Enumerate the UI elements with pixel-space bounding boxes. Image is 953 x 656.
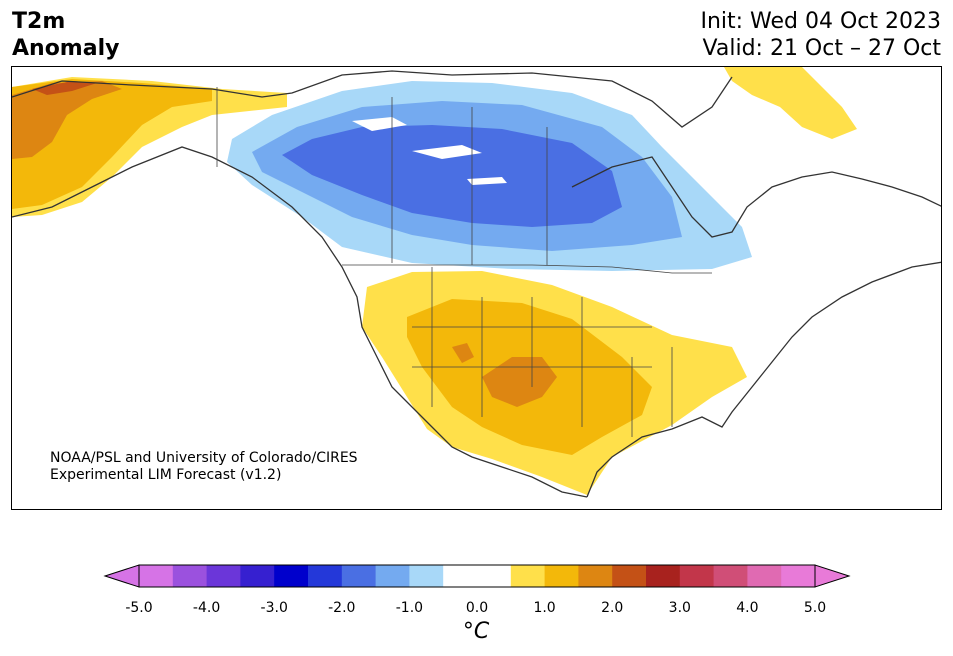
colorbar-tick-label: 4.0 (736, 600, 758, 616)
colorbar-segment (544, 565, 579, 587)
colorbar-segment (578, 565, 613, 587)
title-line-1: T2m (12, 9, 66, 34)
colorbar-segment (781, 565, 816, 587)
colorbar-segment (747, 565, 782, 587)
colorbar-segment (308, 565, 343, 587)
colorbar-outline (138, 564, 816, 588)
colorbar-tick-label: 2.0 (601, 600, 623, 616)
credit-text: NOAA/PSL and University of Colorado/CIRE… (50, 450, 358, 484)
colorbar-segment (409, 565, 444, 587)
anomaly-map: NOAA/PSL and University of Colorado/CIRE… (11, 66, 942, 510)
colorbar-segment (172, 565, 208, 587)
greenland-warm (724, 67, 857, 139)
colorbar-tick-label: 5.0 (804, 600, 826, 616)
colorbar-tick-label: 1.0 (533, 600, 555, 616)
title-line-2: Anomaly (12, 36, 120, 61)
us-warm-strong (482, 357, 557, 407)
map-canvas (12, 67, 941, 498)
colorbar-unit-label: °C (463, 619, 490, 644)
colorbar-segment (240, 565, 275, 587)
colorbar-segments (139, 565, 816, 587)
colorbar-segment (139, 565, 174, 587)
colorbar-tick-label: -4.0 (193, 600, 220, 616)
init-date: Init: Wed 04 Oct 2023 (700, 9, 941, 34)
map-title: T2m Anomaly (12, 8, 119, 62)
colorbar-extend-low (103, 564, 140, 588)
colorbar-tick-label: -2.0 (328, 600, 355, 616)
colorbar-extend-high (814, 564, 851, 588)
valid-dates: Valid: 21 Oct – 27 Oct (702, 36, 941, 61)
us-warm-strong-2 (452, 343, 474, 363)
colorbar-tick-label: 0.0 (466, 600, 488, 616)
colorbar-segment (510, 565, 546, 587)
canada-cold-strong (282, 125, 622, 227)
colorbar-segment (274, 565, 309, 587)
colorbar-segment (713, 565, 748, 587)
colorbar-tick-label: 3.0 (669, 600, 691, 616)
lake-shape-3 (467, 177, 507, 185)
colorbar-segment (646, 565, 681, 587)
hudson-lake-shape (412, 145, 482, 159)
credit-line-1: NOAA/PSL and University of Colorado/CIRE… (50, 450, 358, 466)
colorbar-segment (206, 565, 241, 587)
political-borders (216, 87, 712, 437)
colorbar-ticks: -5.0 -4.0 -3.0 -2.0 -1.0 0.0 1.0 2.0 3.0 4.0 5.0 (125, 600, 826, 616)
colorbar-segment (477, 565, 512, 587)
colorbar-segment (612, 565, 647, 587)
alaska-warm-core (32, 81, 97, 95)
colorbar-segment (375, 565, 410, 587)
colorbar-segment (679, 565, 715, 587)
colorbar-segment (341, 565, 377, 587)
colorbar-tick-label: -3.0 (261, 600, 288, 616)
lake-shape-2 (352, 117, 407, 131)
colorbar-segment (443, 565, 478, 587)
colorbar-tick-label: -5.0 (125, 600, 152, 616)
colorbar-tick-label: -1.0 (396, 600, 423, 616)
coastlines (12, 70, 941, 498)
forecast-dates: Init: Wed 04 Oct 2023 Valid: 21 Oct – 27… (700, 8, 941, 62)
credit-line-2: Experimental LIM Forecast (v1.2) (50, 467, 282, 483)
alaska-warm-strong (12, 81, 122, 159)
